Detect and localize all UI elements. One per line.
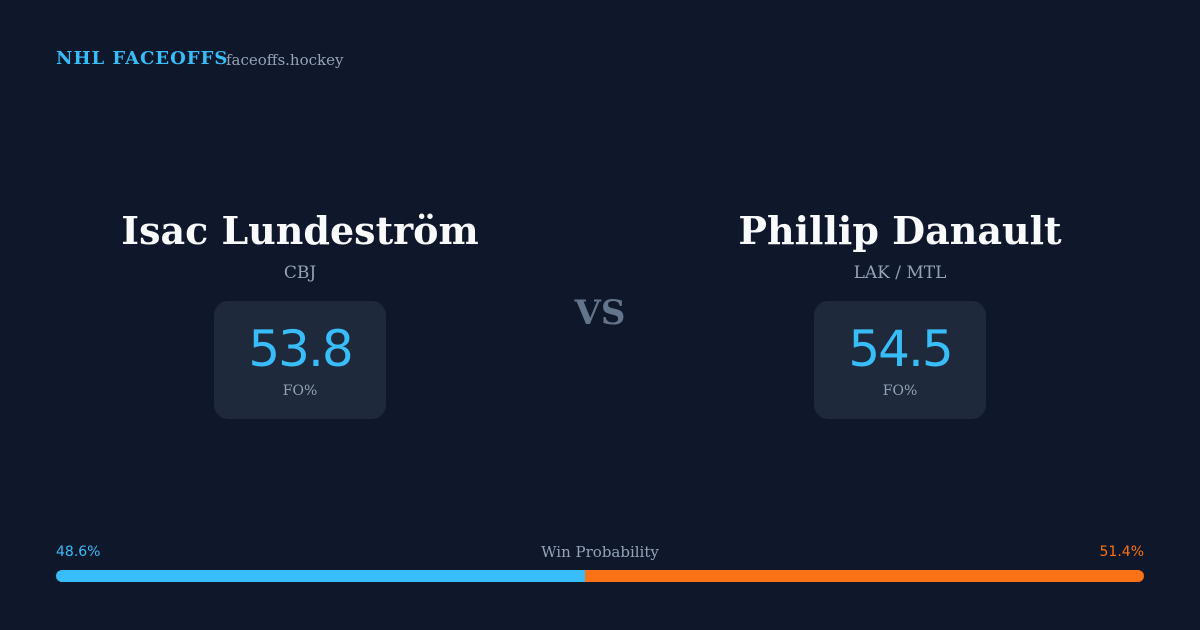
fo-value: 53.8 <box>248 320 353 378</box>
player-card: Isac Lundeström CBJ 53.8 FO% <box>50 205 550 419</box>
fo-label: FO% <box>282 383 318 399</box>
brand: NHL FACEOFFS <box>56 48 229 69</box>
fo-value: 54.5 <box>848 320 953 378</box>
stat-box: 53.8 FO% <box>214 301 386 419</box>
team: LAK / MTL <box>853 263 947 283</box>
player-name: Phillip Danault <box>738 208 1062 253</box>
fo-label: FO% <box>882 383 918 399</box>
win-probability-bar <box>56 570 1144 582</box>
win-probability-title: Win Probability <box>541 543 659 561</box>
stat-box: 54.5 FO% <box>814 301 986 419</box>
vs: VS <box>574 293 626 333</box>
win-probability-segment <box>56 570 585 582</box>
win-probability-label: 51.4% <box>1099 544 1144 560</box>
team: CBJ <box>283 263 317 283</box>
site: faceoffs.hockey <box>226 51 344 69</box>
player-card: Phillip Danault LAK / MTL 54.5 FO% <box>650 205 1150 419</box>
win-probability-label: 48.6% <box>56 544 101 560</box>
player-name: Isac Lundeström <box>121 208 479 253</box>
win-probability-segment <box>584 570 1144 582</box>
